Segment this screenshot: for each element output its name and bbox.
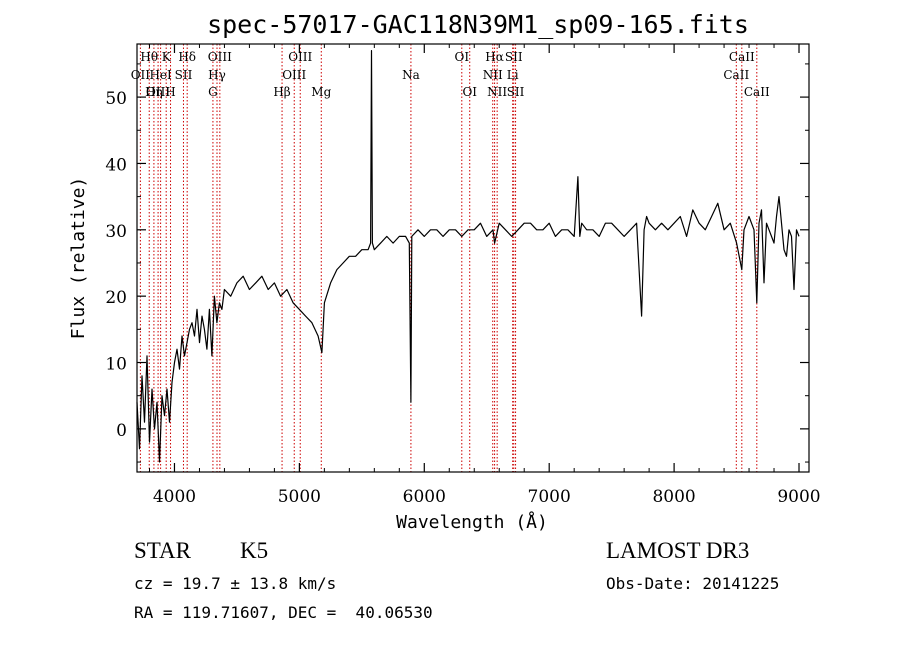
line-label-25: CaII xyxy=(729,50,755,64)
coordinates: RA = 119.71607, DEC = 40.06530 xyxy=(134,603,433,622)
redshift-velocity: cz = 19.7 ± 13.8 km/s xyxy=(134,574,337,593)
observation-date: Obs-Date: 20141225 xyxy=(606,574,780,593)
line-label-26: CaII xyxy=(723,68,749,82)
line-label-4: HeI xyxy=(149,68,172,82)
line-label-9: OIII xyxy=(208,50,232,64)
y-tick-label-0: 0 xyxy=(116,421,127,441)
x-tick-label-3: 7000 xyxy=(528,487,571,507)
x-axis: 4000 5000 6000 7000 8000 9000 xyxy=(148,44,821,507)
y-axis-label: Flux (relative) xyxy=(68,177,89,340)
line-label-13: OIII xyxy=(282,68,306,82)
y-tick-label-1: 10 xyxy=(105,355,127,375)
line-label-15: Mg xyxy=(311,85,331,99)
line-label-0: Hθ xyxy=(140,50,158,64)
line-label-17: OI xyxy=(455,50,470,64)
y-tick-label-4: 40 xyxy=(105,155,127,175)
line-label-16: Na xyxy=(402,68,420,82)
line-label-5: Hη xyxy=(145,85,163,99)
x-tick-label-5: 9000 xyxy=(777,487,820,507)
y-tick-label-3: 30 xyxy=(105,222,127,242)
line-label-22: Li xyxy=(507,68,519,82)
x-tick-label-2: 6000 xyxy=(403,487,446,507)
line-label-27: CaII xyxy=(744,85,770,99)
line-label-19: Hα xyxy=(485,50,504,64)
line-label-10: Hγ xyxy=(208,68,226,82)
line-label-7: SII xyxy=(175,68,193,82)
object-type: STAR xyxy=(134,538,191,563)
line-label-2: OIII xyxy=(146,85,170,99)
survey-name: LAMOST DR3 xyxy=(606,538,750,563)
x-tick-label-1: 5000 xyxy=(278,487,321,507)
line-label-12: OIII xyxy=(288,50,312,64)
x-axis-label: Wavelength (Å) xyxy=(396,511,548,533)
spectrum-series-line xyxy=(136,50,800,463)
x-tick-label-0: 4000 xyxy=(153,487,196,507)
line-label-20: SII xyxy=(505,50,523,64)
line-label-1: OII xyxy=(131,68,151,82)
chart-title: spec-57017-GAC118N39M1_sp09-165.fits xyxy=(207,10,749,39)
line-label-6: Hδ xyxy=(178,50,196,64)
y-axis: 0 10 20 30 40 50 xyxy=(105,63,809,463)
line-label-18: OI xyxy=(462,85,477,99)
line-label-11: G xyxy=(208,85,218,99)
x-tick-label-4: 8000 xyxy=(652,487,695,507)
y-tick-label-2: 20 xyxy=(105,288,127,308)
emission-line-markers xyxy=(139,44,758,472)
line-label-21: NII xyxy=(483,68,503,82)
line-label-23: NII xyxy=(487,85,507,99)
y-tick-label-5: 50 xyxy=(105,89,127,109)
line-label-3: K xyxy=(162,50,172,64)
line-label-8: H xyxy=(165,85,175,99)
plot-frame xyxy=(136,43,810,473)
subclass: K5 xyxy=(240,538,269,563)
line-label-24: SII xyxy=(507,85,525,99)
line-label-14: Hβ xyxy=(273,85,290,99)
